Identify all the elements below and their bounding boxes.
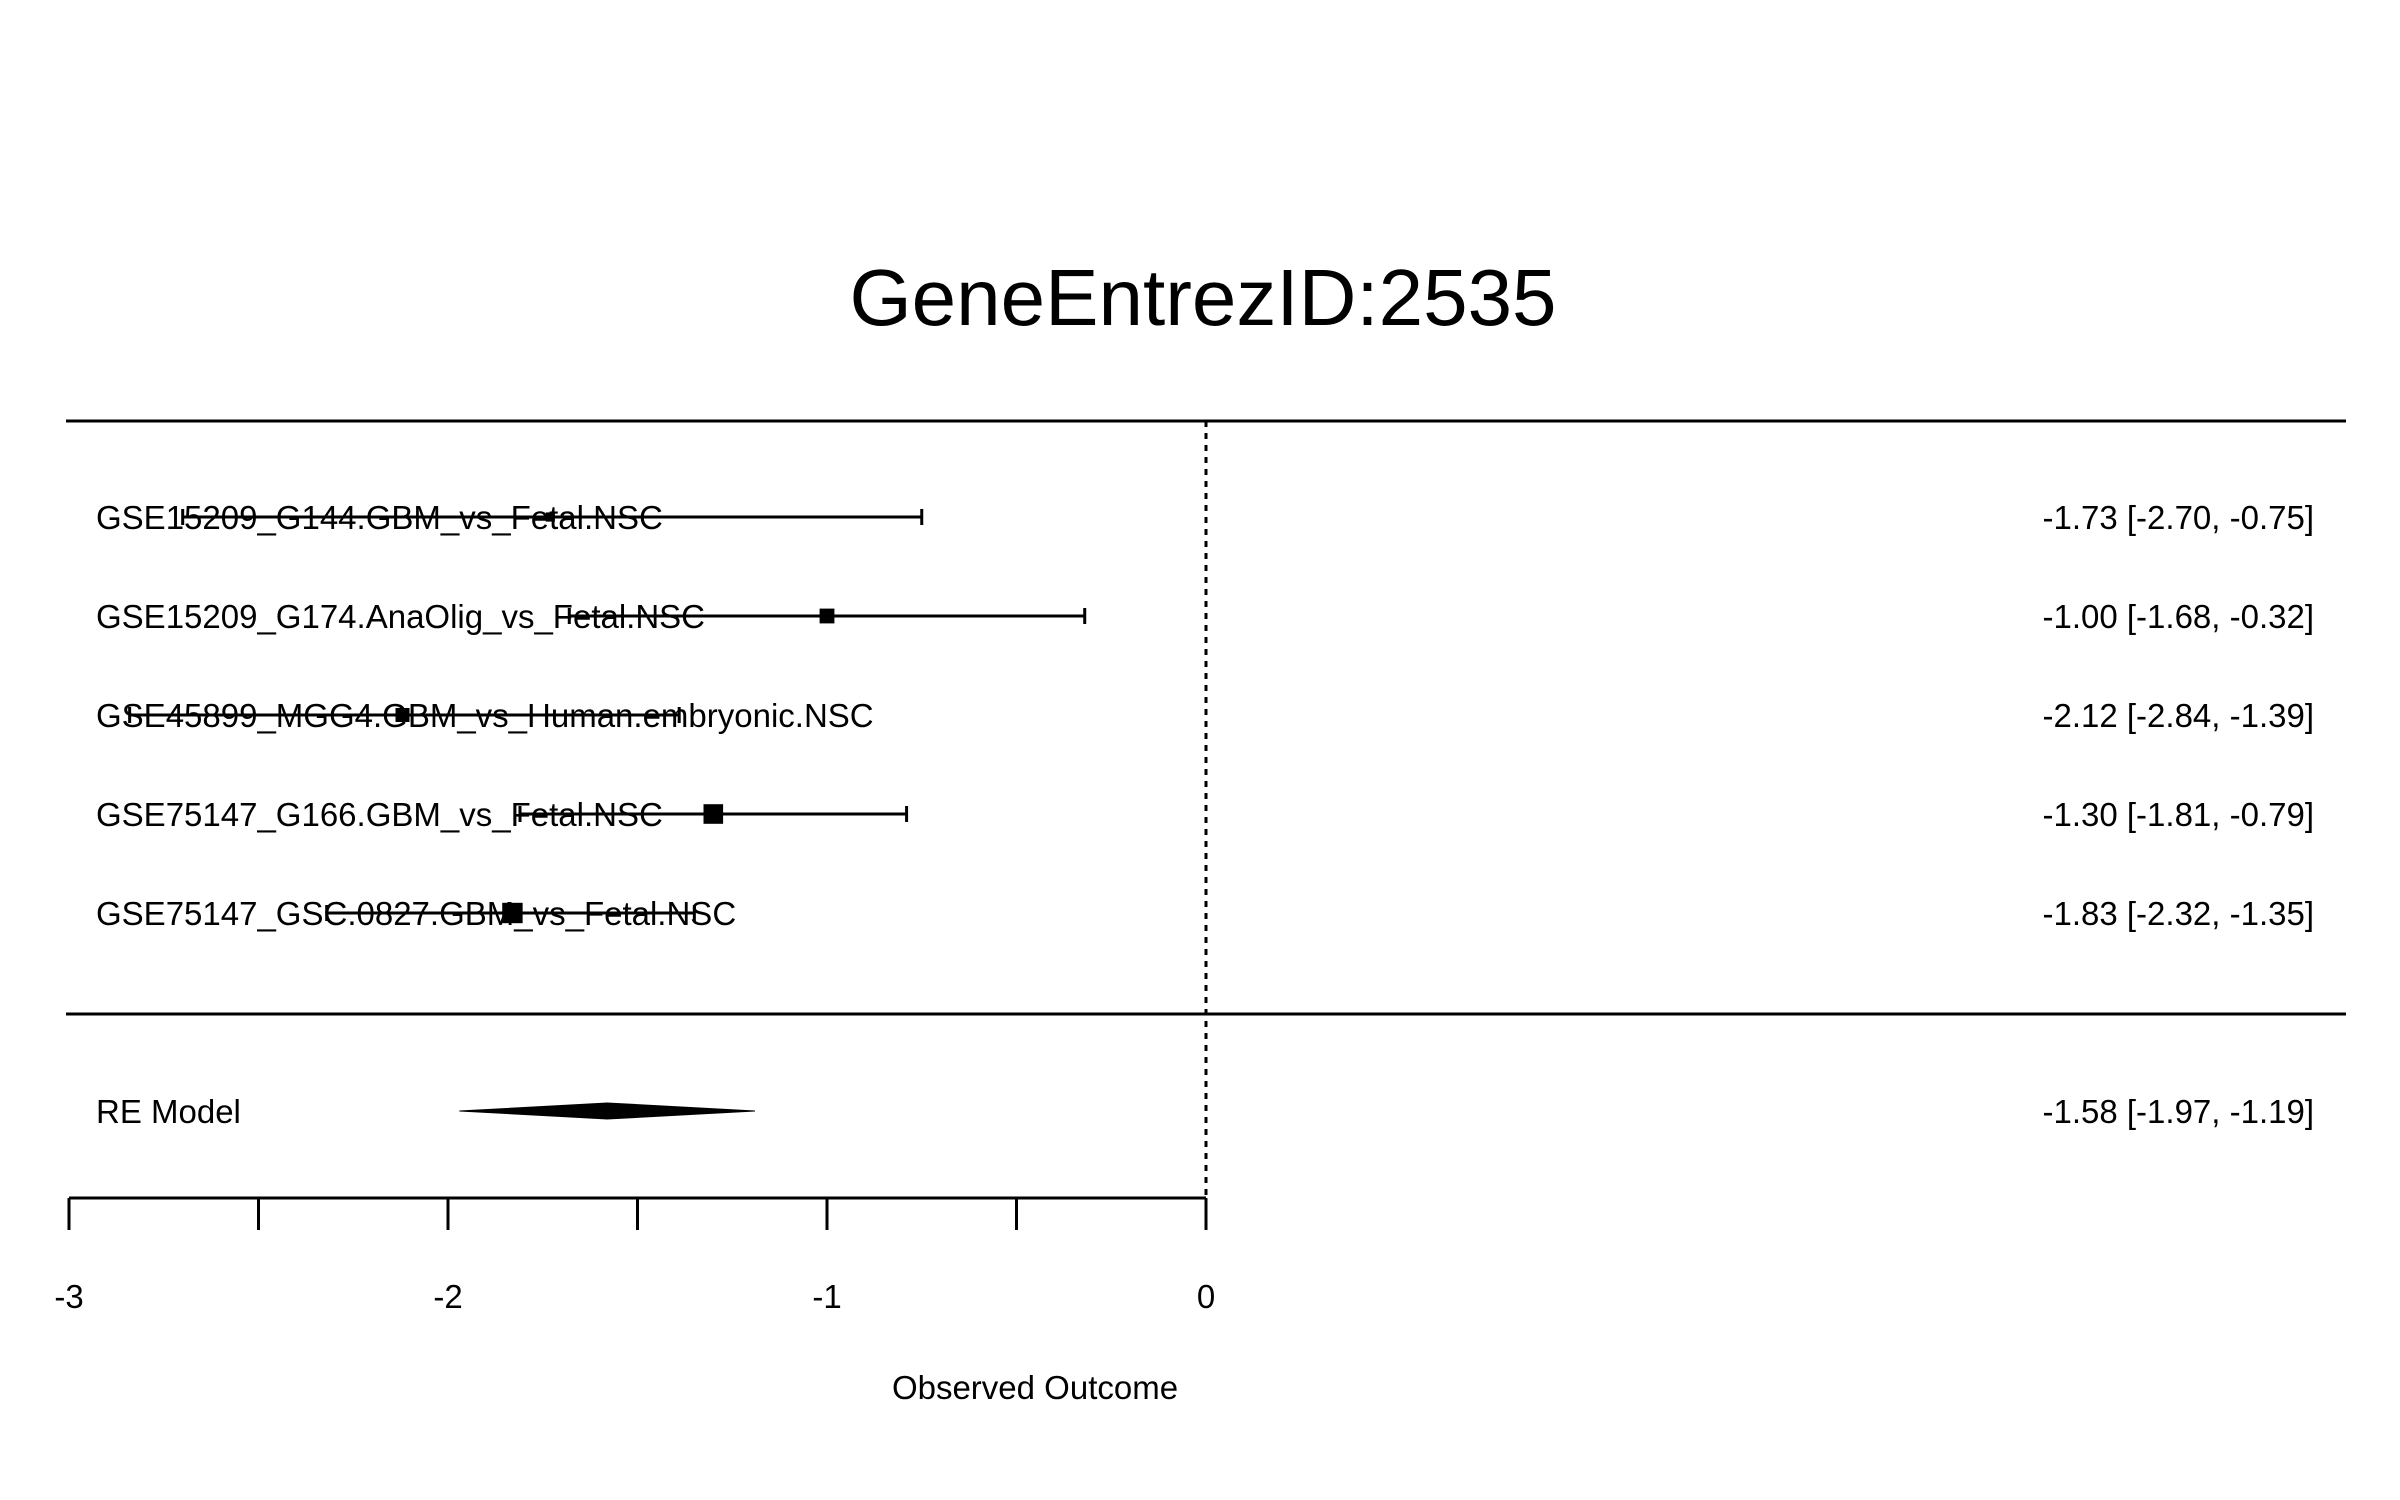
tick-label: -3 [54, 1278, 83, 1315]
point-estimate [819, 608, 835, 624]
study-row: GSE15209_G174.AnaOlig_vs_Fetal.NSC -1.00 … [96, 598, 2314, 635]
effect-text: -1.00 [-1.68, -0.32] [2043, 598, 2315, 635]
tick-label: -1 [812, 1278, 841, 1315]
point-estimate [395, 708, 410, 722]
study-row: GSE15209_G144.GBM_vs_Fetal.NSC -1.73 [-2.… [96, 499, 2314, 536]
summary-effect-text: -1.58 [-1.97, -1.19] [2043, 1093, 2315, 1130]
summary-label: RE Model [96, 1093, 241, 1130]
study-row: GSE45899_MGG4.GBM_vs_Human.embryonic.NSC… [96, 697, 2314, 734]
study-row: GSE75147_G166.GBM_vs_Fetal.NSC -1.30 [-1.… [96, 796, 2314, 833]
point-estimate [545, 512, 555, 522]
summary-row: RE Model -1.58 [-1.97, -1.19] [96, 1093, 2314, 1130]
x-axis: -3 -2 -1 0 [54, 1196, 1215, 1315]
point-estimate [703, 804, 724, 824]
summary-diamond [459, 1102, 756, 1120]
x-axis-label: Observed Outcome [892, 1369, 1178, 1406]
tick-label: 0 [1197, 1278, 1215, 1315]
study-rows: GSE15209_G144.GBM_vs_Fetal.NSC -1.73 [-2.… [96, 499, 2314, 932]
tick-label: -2 [433, 1278, 462, 1315]
effect-text: -1.83 [-2.32, -1.35] [2043, 895, 2315, 932]
point-estimate [502, 902, 523, 924]
study-row: GSE75147_GSC.0827.GBM_vs_Fetal.NSC -1.83 … [96, 895, 2314, 932]
effect-text: -1.73 [-2.70, -0.75] [2043, 499, 2315, 536]
effect-text: -1.30 [-1.81, -0.79] [2043, 796, 2315, 833]
effect-text: -2.12 [-2.84, -1.39] [2043, 697, 2315, 734]
chart-title: GeneEntrezID:2535 [849, 253, 1556, 342]
